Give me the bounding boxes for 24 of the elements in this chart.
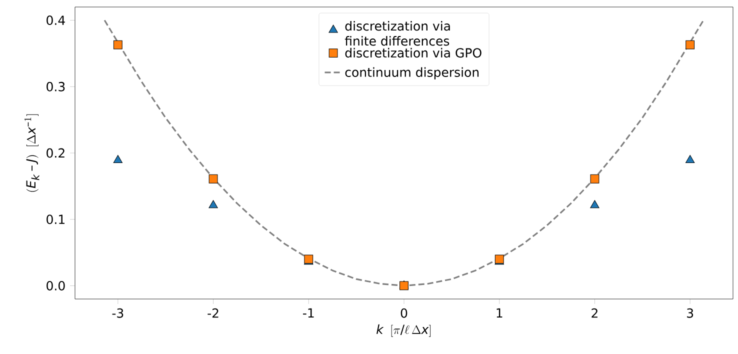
point [686,40,695,50]
y-tick-label: 0.4 [46,16,65,25]
point [590,200,600,208]
legend-label: discretization via GPO [345,48,482,58]
point [686,155,695,164]
point [208,174,218,184]
x-tick-label: 3 [687,308,694,318]
x-tick-label: -3 [112,308,124,318]
point [113,40,122,50]
y-axis-title: $(E_k - J)\;\;[\Delta x^{-1}]$ [24,114,40,192]
point [208,200,218,208]
legend-label: continuum dispersion [345,67,479,80]
point [590,174,600,184]
x-tick-label: 2 [592,308,598,318]
point [113,155,122,164]
x-tick-label: -1 [303,308,314,318]
y-tick-label: 0.0 [46,280,65,290]
y-tick-label: 0.3 [46,82,65,92]
x-tick-label: 1 [496,308,502,318]
x-axis-title: $k\;\;[\pi/\ell\,\Delta x]$ [376,324,431,337]
x-tick-label: 0 [400,308,408,318]
y-tick-label: 0.1 [46,214,64,224]
x-tick-label: -2 [208,308,218,318]
y-tick-label: 0.2 [46,148,64,158]
